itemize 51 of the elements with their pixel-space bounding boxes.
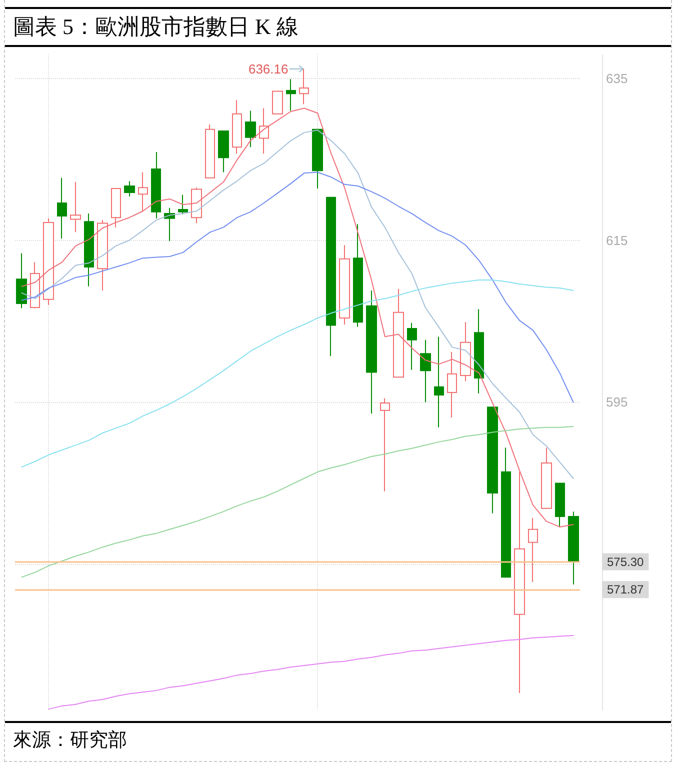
candlestick [366,290,377,414]
ref-line-label: 571.87 [607,582,644,597]
candlestick [555,482,565,528]
y-tick-label: 595 [606,394,628,410]
candlestick [353,224,363,328]
candlestick [326,196,336,357]
candlestick [460,322,471,382]
candlestick [474,308,484,394]
text: 來源：研究部 [5,721,671,761]
candlestick [312,128,323,189]
candlestick [339,244,350,325]
candlestick [70,181,81,233]
candlestick [568,511,579,585]
line-series [21,130,574,479]
candlestick [178,194,188,215]
candlestick [487,406,498,514]
candlestick [501,447,511,578]
candlestick [407,322,417,370]
candlestick [541,447,552,509]
candlestick [138,172,148,212]
candlestick [218,130,229,173]
candlestick [434,336,444,428]
candlestick [191,187,202,224]
candlestick [420,339,431,403]
y-tick-label: 615 [606,232,628,248]
line-series [48,634,574,710]
candlestick [245,110,256,148]
candlestick [151,151,161,219]
chart-title: 圖表 5：歐洲股市指數日 K 線 [5,7,671,47]
candlestick [16,252,27,309]
line-series [21,172,574,403]
line-series [21,426,574,578]
text: 636.16 [248,61,288,76]
candlestick [84,213,94,287]
candlestick [447,352,457,418]
candlestick [30,262,40,309]
candlestick [528,518,538,583]
candlestick [57,177,67,240]
candlestick [205,124,215,178]
candlestick [43,218,54,306]
candlestick [393,288,404,378]
candlestick [124,180,135,198]
candlestick [232,100,242,154]
candlestick [111,188,121,228]
y-tick-label: 635 [606,70,628,86]
line-series [21,279,574,468]
ref-line-label: 575.30 [607,554,644,569]
candlestick [380,398,390,492]
candlestick [299,68,309,105]
candlestick [97,220,108,291]
candlestick [286,78,296,112]
